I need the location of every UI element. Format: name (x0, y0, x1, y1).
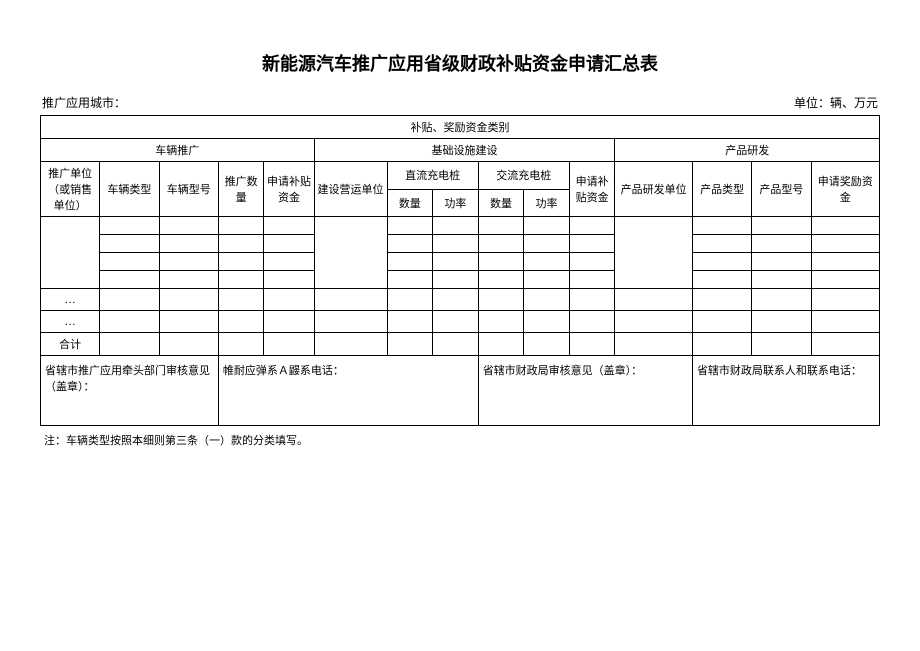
dc-power-header: 功率 (433, 189, 479, 217)
construction-unit-cell (314, 217, 387, 289)
infra-header: 基础设施建设 (314, 139, 615, 162)
table-row (41, 253, 880, 271)
header-row-2: 车辆推广 基础设施建设 产品研发 (41, 139, 880, 162)
vehicle-type-header: 车辆类型 (100, 162, 159, 217)
ellipsis-row-2: … (41, 311, 880, 333)
promo-qty-header: 推广数量 (218, 162, 264, 217)
apply-infra-subsidy-header: 申请补贴资金 (569, 162, 615, 217)
ac-power-header: 功率 (524, 189, 570, 217)
ellipsis-cell: … (41, 289, 100, 311)
ellipsis-row-1: … (41, 289, 880, 311)
header-row-1: 补贴、奖励资金类别 (41, 116, 880, 139)
prod-model-header: 产品型号 (752, 162, 811, 217)
promo-unit-cell (41, 217, 100, 289)
table-row (41, 217, 880, 235)
prod-type-header: 产品类型 (692, 162, 751, 217)
construction-unit-header: 建设营运单位 (314, 162, 387, 217)
header-row-3: 推广单位（或销售单位） 车辆类型 车辆型号 推广数量 申请补贴资金 建设营运单位… (41, 162, 880, 190)
vehicle-promo-header: 车辆推广 (41, 139, 315, 162)
document-title: 新能源汽车推广应用省级财政补贴资金申请汇总表 (40, 50, 880, 76)
rd-unit-cell (615, 217, 693, 289)
rd-unit-header: 产品研发单位 (615, 162, 693, 217)
vehicle-model-header: 车辆型号 (159, 162, 218, 217)
footer-cell-2: 帷耐应弹系Ａ鼹系电话： (218, 356, 478, 426)
ellipsis-cell: … (41, 311, 100, 333)
rd-header: 产品研发 (615, 139, 880, 162)
footer-row: 省辖市推广应用牵头部门审核意见（盖章）： 帷耐应弹系Ａ鼹系电话： 省辖市财政局审… (41, 356, 880, 426)
unit-label: 单位：辆、万元 (794, 94, 878, 111)
dc-charging-header: 直流充电桩 (387, 162, 478, 190)
main-table: 补贴、奖励资金类别 车辆推广 基础设施建设 产品研发 推广单位（或销售单位） 车… (40, 115, 880, 426)
footer-cell-1: 省辖市推广应用牵头部门审核意见（盖章）： (41, 356, 219, 426)
table-row (41, 271, 880, 289)
ac-qty-header: 数量 (478, 189, 524, 217)
footnote: 注：车辆类型按照本细则第三条（一）款的分类填写。 (40, 432, 880, 448)
city-label: 推广应用城市： (42, 94, 126, 111)
fund-category-header: 补贴、奖励资金类别 (41, 116, 880, 139)
table-row (41, 235, 880, 253)
footer-cell-4: 省辖市财政局联系人和联系电话： (692, 356, 879, 426)
total-row: 合计 (41, 333, 880, 356)
total-label: 合计 (41, 333, 100, 356)
ac-charging-header: 交流充电桩 (478, 162, 569, 190)
promo-unit-header: 推广单位（或销售单位） (41, 162, 100, 217)
apply-subsidy-header: 申请补贴资金 (264, 162, 314, 217)
apply-award-header: 申请奖励资金 (811, 162, 880, 217)
dc-qty-header: 数量 (387, 189, 433, 217)
header-labels: 推广应用城市： 单位：辆、万元 (40, 94, 880, 111)
footer-cell-3: 省辖市财政局审核意见（盖章）： (478, 356, 692, 426)
